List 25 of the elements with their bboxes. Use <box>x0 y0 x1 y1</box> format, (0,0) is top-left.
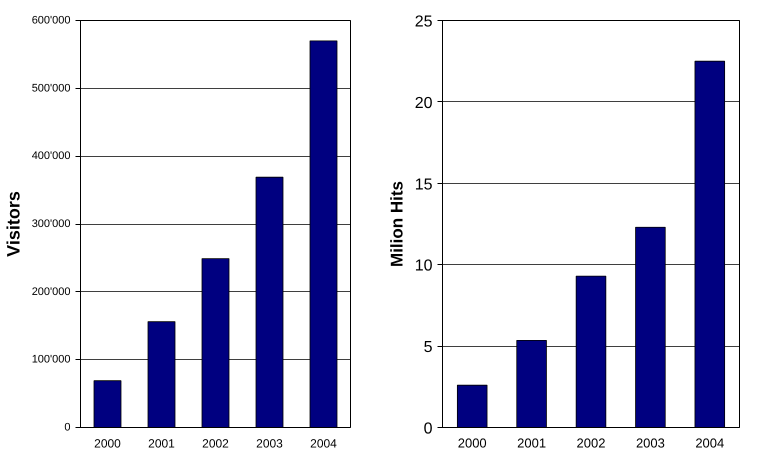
x-tick-label: 2001 <box>148 436 176 450</box>
y-tick-label: 300'000 <box>32 218 71 230</box>
y-tick-label: 15 <box>414 176 433 194</box>
y-tick-label: 10 <box>414 258 433 275</box>
x-tick-label: 2002 <box>202 436 230 450</box>
y-tick-label: 20 <box>414 94 433 112</box>
y-axis-title: Milion Hits <box>388 181 407 267</box>
y-tick-label: 500'000 <box>32 82 71 94</box>
y-tick-label: 25 <box>414 14 433 30</box>
y-tick-label: 600'000 <box>32 14 71 26</box>
x-tick-label: 2002 <box>576 436 606 450</box>
y-tick-label: 0 <box>424 420 433 438</box>
y-tick-label: 100'000 <box>32 354 71 366</box>
y-tick-label: 5 <box>424 339 433 356</box>
x-tick-label: 2004 <box>695 436 724 450</box>
x-tick-label: 2000 <box>94 436 122 450</box>
x-tick-label: 2000 <box>458 436 487 450</box>
x-tick-label: 2003 <box>636 436 665 450</box>
x-tick-label: 2001 <box>517 436 546 450</box>
y-tick-label: 0 <box>64 422 71 434</box>
y-axis-title: Visitors <box>4 191 24 257</box>
y-tick-label: 400'000 <box>32 150 71 162</box>
y-tick-label: 200'000 <box>32 286 71 298</box>
x-tick-label: 2004 <box>310 436 338 450</box>
x-tick-label: 2003 <box>256 436 284 450</box>
